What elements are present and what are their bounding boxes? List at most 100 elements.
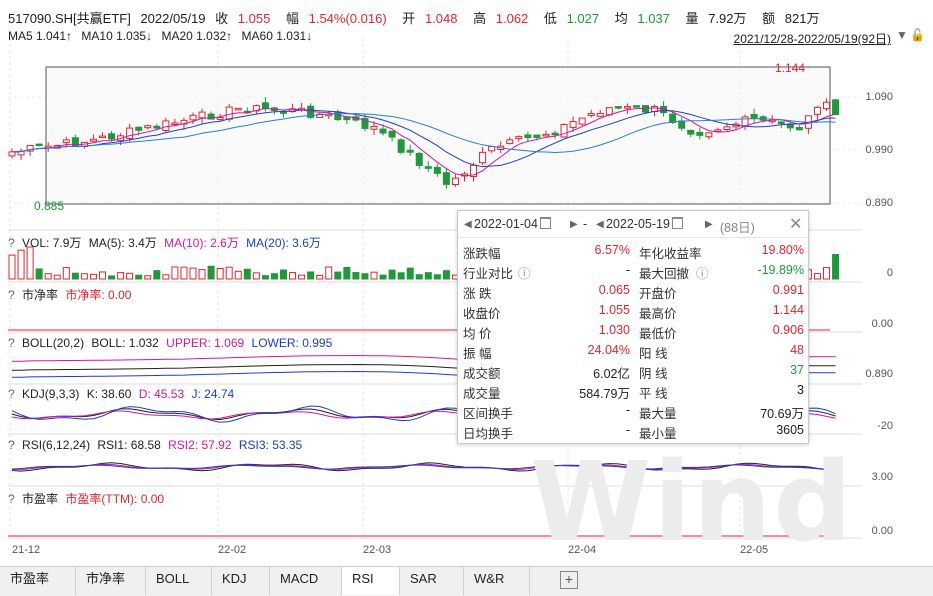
candle-body: [623, 106, 631, 109]
volume-bar: [180, 266, 188, 280]
kdj-panel-label: ? KDJ(9,3,3) K: 38.60 D: 45.53 J: 24.74: [8, 387, 235, 401]
popup-stat-row: 成交量 584.79万平 线 3: [458, 381, 808, 401]
help-icon[interactable]: ?: [8, 492, 15, 506]
candle-body: [89, 138, 97, 142]
tab-sar[interactable]: SAR: [400, 567, 464, 595]
x-axis-tick: 22-05: [740, 544, 769, 556]
amount-value: 821万: [784, 11, 820, 26]
close-icon[interactable]: ✕: [789, 216, 803, 233]
candle-body: [451, 177, 459, 186]
info-icon[interactable]: ⓘ: [696, 267, 709, 281]
ma10-label: MA10 1.035↓: [81, 29, 153, 43]
calendar-icon: [539, 217, 551, 229]
help-icon[interactable]: ?: [8, 387, 15, 401]
help-icon[interactable]: ?: [8, 438, 15, 452]
stat-value: -: [625, 263, 630, 277]
pe-panel-label: ? 市盈率 市盈率(TTM): 0.00: [8, 492, 165, 506]
candle-body: [524, 134, 532, 139]
stat-value: 1.144: [772, 303, 804, 317]
volume-bar: [62, 267, 70, 280]
ma10-line: [11, 109, 836, 168]
dropdown-arrow-icon[interactable]: ▼: [896, 28, 908, 42]
next-end-date-icon[interactable]: ▶: [705, 219, 713, 230]
tab-pe[interactable]: 市盈率: [0, 567, 76, 595]
candle-body: [8, 151, 16, 157]
lock-icon[interactable]: 🔓: [910, 28, 925, 42]
stat-label: 成交量: [463, 387, 501, 401]
volume-bar: [289, 272, 297, 280]
volume-bar: [108, 275, 116, 280]
volume-bar: [207, 265, 215, 280]
tab-macd[interactable]: MACD: [270, 567, 342, 595]
calendar-icon: [671, 217, 683, 229]
volume-bar: [424, 272, 432, 280]
info-icon[interactable]: ⓘ: [518, 267, 531, 281]
volume-bar: [298, 274, 306, 280]
candle-body: [741, 116, 749, 127]
candle-body: [126, 127, 134, 139]
start-date-field[interactable]: 2022-01-04: [474, 217, 551, 231]
help-icon[interactable]: ?: [8, 288, 15, 302]
tab-pb[interactable]: 市净率: [76, 567, 146, 595]
candle-body: [397, 139, 405, 153]
stat-label: 阳 线: [639, 347, 668, 361]
volume-bar: [243, 268, 251, 280]
volume-bar: [117, 272, 125, 280]
candle-body: [62, 139, 70, 144]
help-icon[interactable]: ?: [8, 236, 15, 250]
candle-body: [261, 102, 269, 110]
quote-date: 2022/05/19: [140, 11, 206, 26]
add-tab-icon[interactable]: +: [560, 571, 578, 589]
volume-bar: [144, 275, 152, 280]
stat-label: 行业对比: [463, 267, 514, 281]
help-icon[interactable]: ?: [8, 336, 15, 350]
ma60-label: MA60 1.031↓: [241, 29, 313, 43]
volume-bar: [35, 268, 43, 280]
stat-value: 37: [790, 363, 804, 377]
prev-start-date-icon[interactable]: ◀: [464, 219, 472, 230]
date-separator: -: [583, 217, 588, 231]
prev-end-date-icon[interactable]: ◀: [596, 219, 604, 230]
tab-rsi[interactable]: RSI: [342, 567, 400, 595]
candle-body: [777, 121, 785, 124]
volume-bar: [71, 272, 79, 280]
candle-body: [605, 107, 613, 116]
volume-bar: [89, 273, 97, 280]
boll-axis-label: 0.890: [865, 368, 893, 380]
stat-label: 开盘价: [639, 287, 677, 301]
date-range-selector[interactable]: 2021/12/28-2022/05/19(92日): [733, 32, 891, 46]
close-value: 1.055: [237, 11, 271, 26]
candle-body: [569, 121, 577, 128]
candle-body: [370, 125, 378, 130]
candle-body: [415, 152, 423, 166]
candle-body: [162, 120, 170, 132]
candle-body: [678, 120, 686, 129]
popup-stat-row: 区间换手 - 最大量 70.69万: [458, 401, 808, 421]
candle-body: [135, 126, 143, 131]
popup-stat-row: 均 价 1.030 最低价 0.906: [458, 321, 808, 341]
candle-body: [26, 145, 34, 152]
popup-stat-row: 涨跌幅 6.57% 年化收益率 19.80%: [458, 241, 808, 261]
min-price-mark: 0.885: [34, 199, 65, 213]
candle-body: [71, 137, 79, 148]
ma-legend: MA5 1.041↑ MA10 1.035↓ MA20 1.032↑ MA60 …: [8, 29, 318, 43]
candle-body: [696, 131, 704, 136]
ma20-label: MA20 1.032↑: [161, 29, 233, 43]
tab-boll[interactable]: BOLL: [146, 567, 212, 595]
candle-body: [533, 134, 541, 138]
ma5-label: MA5 1.041↑: [8, 29, 73, 43]
open-value: 1.048: [424, 11, 458, 26]
stat-value: -19.89%: [757, 263, 804, 277]
wind-watermark: Wind: [530, 438, 855, 566]
tab-wr[interactable]: W&R: [464, 567, 530, 595]
stat-value: 584.79万: [579, 387, 630, 401]
quote-header: 517090.SH[共赢ETF] 2022/05/19 收 1.055 幅 1.…: [8, 11, 820, 26]
end-date-field[interactable]: 2022-05-19: [606, 217, 683, 231]
candle-body: [361, 117, 369, 129]
stat-value: 0.065: [598, 283, 630, 297]
next-start-date-icon[interactable]: ▶: [570, 219, 578, 230]
candle-body: [424, 166, 432, 169]
tab-kdj[interactable]: KDJ: [212, 567, 270, 595]
candle-body: [542, 133, 550, 137]
volume-bar: [99, 271, 106, 280]
